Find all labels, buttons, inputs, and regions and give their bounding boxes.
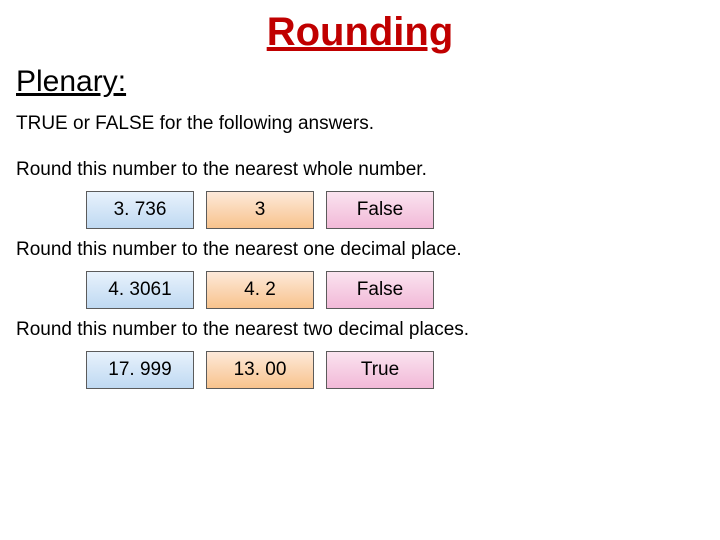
answer-cell: 4. 2 (206, 271, 314, 309)
answer-cell: 3 (206, 191, 314, 229)
question-prompt: Round this number to the nearest whole n… (16, 159, 704, 181)
question-prompt: Round this number to the nearest one dec… (16, 239, 704, 261)
verdict-cell: True (326, 351, 434, 389)
question-prompt: Round this number to the nearest two dec… (16, 319, 704, 341)
slide-title: Rounding (16, 10, 704, 55)
question-row: 3. 736 3 False (86, 191, 704, 229)
number-cell: 4. 3061 (86, 271, 194, 309)
instruction-text: TRUE or FALSE for the following answers. (16, 113, 704, 135)
number-cell: 17. 999 (86, 351, 194, 389)
number-cell: 3. 736 (86, 191, 194, 229)
question-row: 4. 3061 4. 2 False (86, 271, 704, 309)
question-row: 17. 999 13. 00 True (86, 351, 704, 389)
verdict-cell: False (326, 191, 434, 229)
answer-cell: 13. 00 (206, 351, 314, 389)
verdict-cell: False (326, 271, 434, 309)
slide-subtitle: Plenary: (16, 65, 704, 99)
